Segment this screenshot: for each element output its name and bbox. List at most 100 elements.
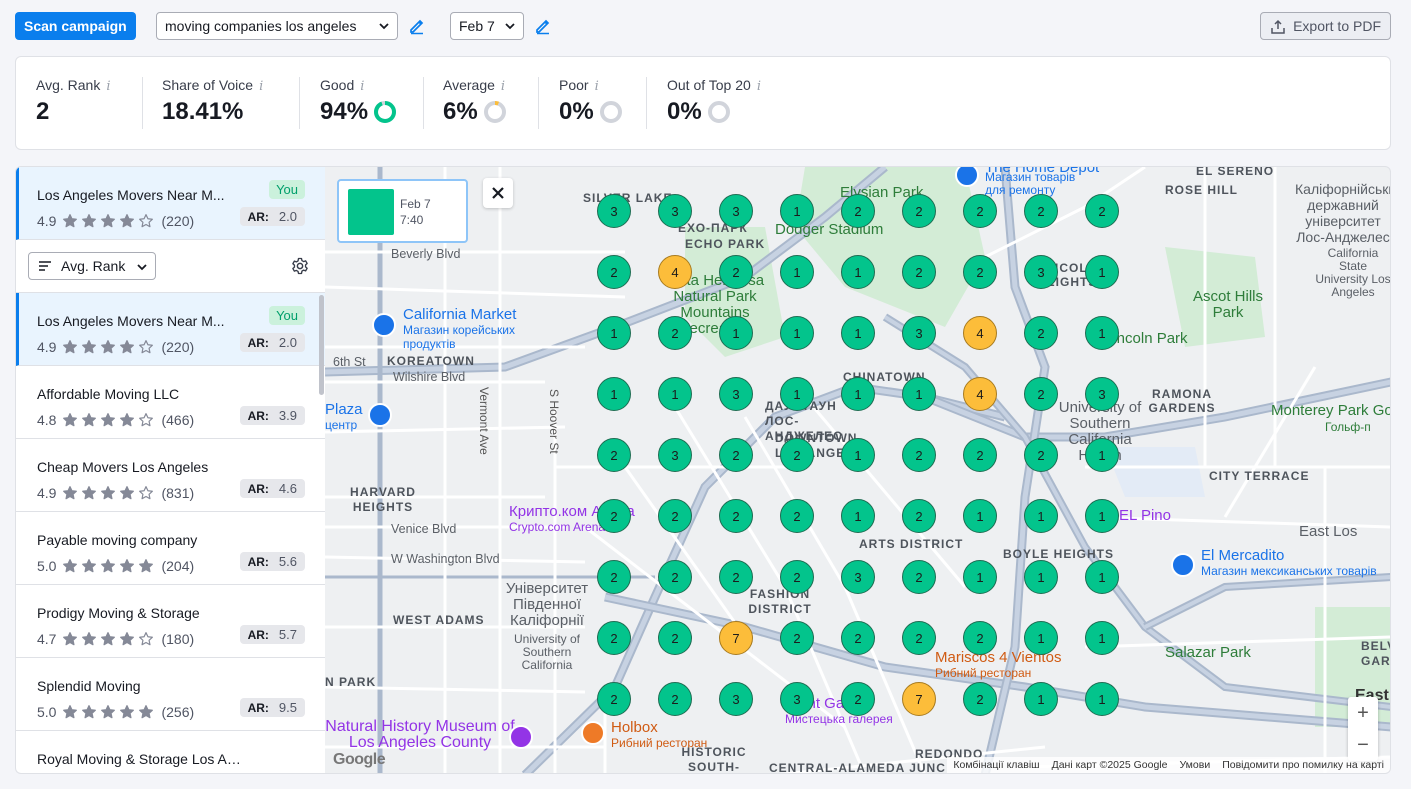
store-pin-icon[interactable] xyxy=(955,167,979,187)
rank-dot[interactable]: 2 xyxy=(1024,377,1058,411)
rank-dot[interactable]: 2 xyxy=(902,499,936,533)
rank-dot[interactable]: 2 xyxy=(780,621,814,655)
store-pin-icon[interactable] xyxy=(1171,553,1195,577)
rank-dot[interactable]: 1 xyxy=(658,377,692,411)
rank-dot[interactable]: 2 xyxy=(658,560,692,594)
rank-dot[interactable]: 2 xyxy=(841,194,875,228)
rank-dot[interactable]: 1 xyxy=(963,499,997,533)
rank-dot[interactable]: 1 xyxy=(1024,682,1058,716)
rank-dot[interactable]: 1 xyxy=(780,377,814,411)
info-icon[interactable]: i xyxy=(360,79,365,94)
rank-dot[interactable]: 1 xyxy=(780,194,814,228)
rank-dot[interactable]: 2 xyxy=(902,621,936,655)
rank-dot[interactable]: 3 xyxy=(658,438,692,472)
rank-dot[interactable]: 7 xyxy=(902,682,936,716)
info-icon[interactable]: i xyxy=(500,79,506,94)
competitor-row[interactable]: Payable moving company 5.0 (204) AR: 5.6 xyxy=(16,512,325,585)
competitor-row[interactable]: Los Angeles Movers Near M... 4.9 (220) You A… xyxy=(16,293,325,366)
rank-dot[interactable]: 2 xyxy=(658,316,692,350)
rank-dot[interactable]: 2 xyxy=(658,682,692,716)
rank-dot[interactable]: 2 xyxy=(658,621,692,655)
rank-dot[interactable]: 4 xyxy=(963,316,997,350)
rank-dot[interactable]: 1 xyxy=(1085,316,1119,350)
rank-dot[interactable]: 3 xyxy=(841,560,875,594)
rank-dot[interactable]: 2 xyxy=(902,560,936,594)
info-icon[interactable]: i xyxy=(756,79,761,94)
rank-dot[interactable]: 2 xyxy=(902,194,936,228)
zoom-out-button[interactable]: − xyxy=(1357,734,1369,756)
rank-dot[interactable]: 1 xyxy=(1085,255,1119,289)
rank-dot[interactable]: 2 xyxy=(1024,194,1058,228)
zoom-in-button[interactable]: + xyxy=(1357,702,1369,724)
rank-dot[interactable]: 2 xyxy=(597,499,631,533)
rank-dot[interactable]: 2 xyxy=(597,682,631,716)
rank-dot[interactable]: 1 xyxy=(1085,560,1119,594)
competitor-row[interactable]: Prodigy Moving & Storage 4.7 (180) AR: 5.7 xyxy=(16,585,325,658)
competitor-row[interactable]: Affordable Moving LLC 4.8 (466) AR: 3.9 xyxy=(16,366,325,439)
rank-dot[interactable]: 1 xyxy=(1085,621,1119,655)
rank-dot[interactable]: 2 xyxy=(780,560,814,594)
rank-dot[interactable]: 1 xyxy=(597,377,631,411)
rank-dot[interactable]: 3 xyxy=(1085,377,1119,411)
rank-dot[interactable]: 2 xyxy=(902,438,936,472)
rank-dot[interactable]: 2 xyxy=(841,621,875,655)
export-pdf-button[interactable]: Export to PDF xyxy=(1260,12,1391,40)
rank-map[interactable]: SILVER LAKE ЕХО-ПАРК ECHO PARK Elysian P… xyxy=(325,166,1391,774)
terms-link[interactable]: Умови xyxy=(1179,759,1211,771)
keyword-select[interactable]: moving companies los angeles xyxy=(156,12,398,40)
rank-dot[interactable]: 1 xyxy=(841,316,875,350)
date-select[interactable]: Feb 7 xyxy=(450,12,524,40)
rank-dot[interactable]: 2 xyxy=(597,621,631,655)
rank-dot[interactable]: 3 xyxy=(597,194,631,228)
rank-dot[interactable]: 1 xyxy=(963,560,997,594)
rank-dot[interactable]: 7 xyxy=(719,621,753,655)
rank-dot[interactable]: 2 xyxy=(902,255,936,289)
rank-dot[interactable]: 1 xyxy=(841,499,875,533)
pinned-business[interactable]: Los Angeles Movers Near M... 4.9 (220) Y… xyxy=(16,167,325,240)
rank-dot[interactable]: 1 xyxy=(780,316,814,350)
rank-dot[interactable]: 2 xyxy=(597,560,631,594)
rank-dot[interactable]: 2 xyxy=(963,194,997,228)
rank-dot[interactable]: 1 xyxy=(902,377,936,411)
scan-campaign-button[interactable]: Scan campaign xyxy=(15,12,136,40)
rank-dot[interactable]: 2 xyxy=(719,438,753,472)
rank-dot[interactable]: 2 xyxy=(963,255,997,289)
close-button[interactable] xyxy=(483,178,513,208)
rank-dot[interactable]: 3 xyxy=(658,194,692,228)
rank-dot[interactable]: 2 xyxy=(841,682,875,716)
rank-dot[interactable]: 2 xyxy=(780,438,814,472)
rank-dot[interactable]: 4 xyxy=(963,377,997,411)
rank-dot[interactable]: 1 xyxy=(841,255,875,289)
scan-snapshot-card[interactable]: Feb 7 7:40 xyxy=(337,179,468,243)
competitor-row[interactable]: Splendid Moving 5.0 (256) AR: 9.5 xyxy=(16,658,325,731)
rank-dot[interactable]: 1 xyxy=(1085,682,1119,716)
rank-dot[interactable]: 1 xyxy=(1024,560,1058,594)
rank-dot[interactable]: 2 xyxy=(963,682,997,716)
rank-dot[interactable]: 2 xyxy=(719,560,753,594)
rank-dot[interactable]: 2 xyxy=(658,499,692,533)
rank-dot[interactable]: 3 xyxy=(1024,255,1058,289)
rank-dot[interactable]: 2 xyxy=(597,438,631,472)
rank-dot[interactable]: 2 xyxy=(597,255,631,289)
rank-dot[interactable]: 1 xyxy=(780,255,814,289)
cart-pin-icon[interactable] xyxy=(372,313,396,337)
rank-dot[interactable]: 1 xyxy=(1024,621,1058,655)
rank-dot[interactable]: 1 xyxy=(1024,499,1058,533)
rank-dot[interactable]: 2 xyxy=(1024,316,1058,350)
rank-dot[interactable]: 3 xyxy=(780,682,814,716)
rank-dot[interactable]: 1 xyxy=(841,438,875,472)
rank-dot[interactable]: 1 xyxy=(719,316,753,350)
restaurant-pin-icon[interactable] xyxy=(581,721,605,745)
pencil-icon[interactable] xyxy=(534,17,552,35)
shopping-pin-icon[interactable] xyxy=(368,403,392,427)
rank-dot[interactable]: 4 xyxy=(658,255,692,289)
museum-pin-icon[interactable] xyxy=(509,725,533,749)
info-icon[interactable]: i xyxy=(106,79,111,94)
info-icon[interactable]: i xyxy=(259,79,264,94)
sort-select[interactable]: Avg. Rank xyxy=(28,252,156,280)
rank-dot[interactable]: 2 xyxy=(963,621,997,655)
report-error-link[interactable]: Повідомити про помилку на карті xyxy=(1222,759,1384,771)
rank-dot[interactable]: 2 xyxy=(1085,194,1119,228)
competitor-row[interactable]: Royal Moving & Storage Los Angele... xyxy=(16,731,325,773)
pencil-icon[interactable] xyxy=(408,17,426,35)
